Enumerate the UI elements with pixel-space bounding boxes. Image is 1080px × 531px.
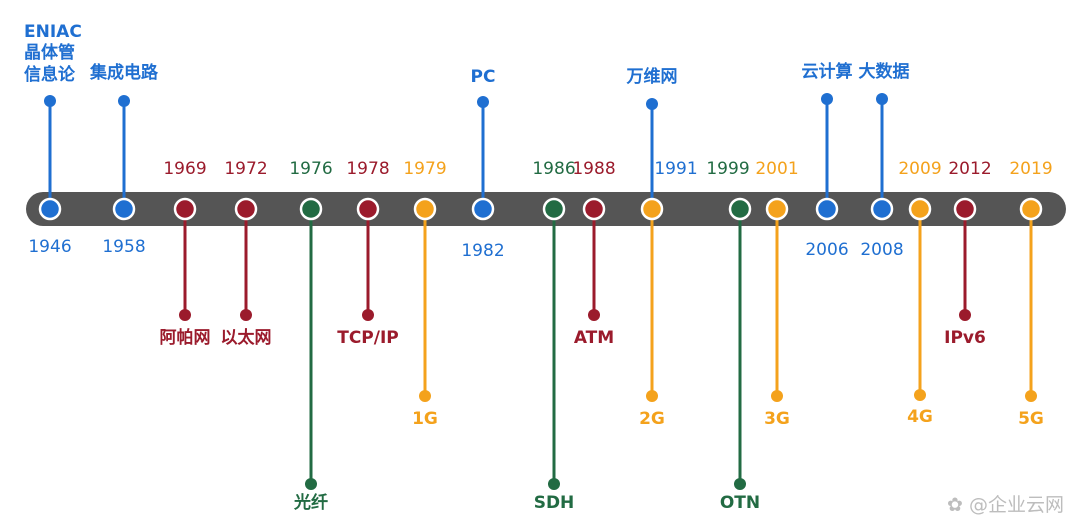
- end-dot-2001: [771, 390, 783, 402]
- year-label-2006: 2006: [805, 240, 849, 260]
- tech-label-1979: 1G: [412, 409, 438, 429]
- bar-dot-1982: [471, 197, 495, 221]
- end-dot-2006: [821, 93, 833, 105]
- bar-dot-1969: [173, 197, 197, 221]
- bar-dot-1958: [112, 197, 136, 221]
- bar-dot-1976: [299, 197, 323, 221]
- year-label-2012: 2012: [948, 159, 992, 179]
- year-label-1969: 1969: [163, 159, 207, 179]
- end-dot-2019: [1025, 390, 1037, 402]
- tech-label-1999: OTN: [719, 493, 761, 513]
- tech-label-2012: IPv6: [944, 328, 986, 348]
- tech-label-1982: PC: [470, 67, 496, 87]
- tech-label-2009: 4G: [907, 407, 933, 427]
- year-label-1978: 1978: [346, 159, 390, 179]
- end-dot-1986: [548, 478, 560, 490]
- end-dot-2012: [959, 309, 971, 321]
- bar-dot-1946: [38, 197, 62, 221]
- end-dot-1988: [588, 309, 600, 321]
- year-label-1999: 1999: [706, 159, 750, 179]
- year-label-1991: 1991: [654, 159, 698, 179]
- end-dot-1991b: [646, 390, 658, 402]
- bar-dot-2009: [908, 197, 932, 221]
- end-dot-1982: [477, 96, 489, 108]
- tech-label-2001: 3G: [764, 409, 790, 429]
- bar-dot-1999: [728, 197, 752, 221]
- tech-label-1986: SDH: [533, 493, 575, 513]
- end-dot-1976: [305, 478, 317, 490]
- tech-label-1969: 阿帕网: [159, 328, 211, 348]
- bar-dot-1986: [542, 197, 566, 221]
- end-dot-1946: [44, 95, 56, 107]
- year-label-2009: 2009: [898, 159, 942, 179]
- bar-dot-2001: [765, 197, 789, 221]
- year-label-1976: 1976: [289, 159, 333, 179]
- year-label-2001: 2001: [755, 159, 799, 179]
- watermark-icon: ✿ @: [947, 494, 988, 516]
- end-dot-1978: [362, 309, 374, 321]
- bar-dot-2008: [870, 197, 894, 221]
- watermark-text: 企业云网: [987, 494, 1064, 516]
- end-dot-1972: [240, 309, 252, 321]
- bar-dot-1991: [640, 197, 664, 221]
- end-dot-1999: [734, 478, 746, 490]
- end-dot-1958: [118, 95, 130, 107]
- tech-label-1991b: 2G: [639, 409, 665, 429]
- year-label-2019: 2019: [1009, 159, 1053, 179]
- bar-dot-2019: [1019, 197, 1043, 221]
- year-label-2008: 2008: [860, 240, 904, 260]
- year-label-1982: 1982: [461, 241, 505, 261]
- year-label-1946: 1946: [28, 237, 72, 257]
- year-label-1958: 1958: [102, 237, 146, 257]
- bar-dot-1972: [234, 197, 258, 221]
- bar-dot-2006: [815, 197, 839, 221]
- bar-dot-1988: [582, 197, 606, 221]
- tech-label-1972: 以太网: [220, 328, 272, 348]
- tech-label-1988: ATM: [573, 328, 615, 348]
- watermark: ✿ @企业云网: [947, 490, 1064, 517]
- end-dot-2009: [914, 389, 926, 401]
- year-label-1972: 1972: [224, 159, 268, 179]
- bar-dot-1979: [413, 197, 437, 221]
- tech-label-1991: 万维网: [626, 67, 678, 87]
- tech-label-1946: ENIAC 晶体管 信息论: [24, 22, 82, 85]
- tech-label-2019: 5G: [1018, 409, 1044, 429]
- year-label-1986: 1986: [532, 159, 576, 179]
- end-dot-1969: [179, 309, 191, 321]
- tech-label-1958: 集成电路: [90, 63, 158, 83]
- bar-dot-2012: [953, 197, 977, 221]
- end-dot-1991: [646, 98, 658, 110]
- tech-label-2006: 云计算: [801, 62, 853, 82]
- tech-label-1978: TCP/IP: [337, 328, 399, 348]
- year-label-1988: 1988: [572, 159, 616, 179]
- bar-dot-1978: [356, 197, 380, 221]
- year-label-1979: 1979: [403, 159, 447, 179]
- tech-label-2008: 大数据: [858, 62, 910, 82]
- end-dot-1979: [419, 390, 431, 402]
- end-dot-2008: [876, 93, 888, 105]
- tech-label-1976: 光纤: [294, 493, 328, 513]
